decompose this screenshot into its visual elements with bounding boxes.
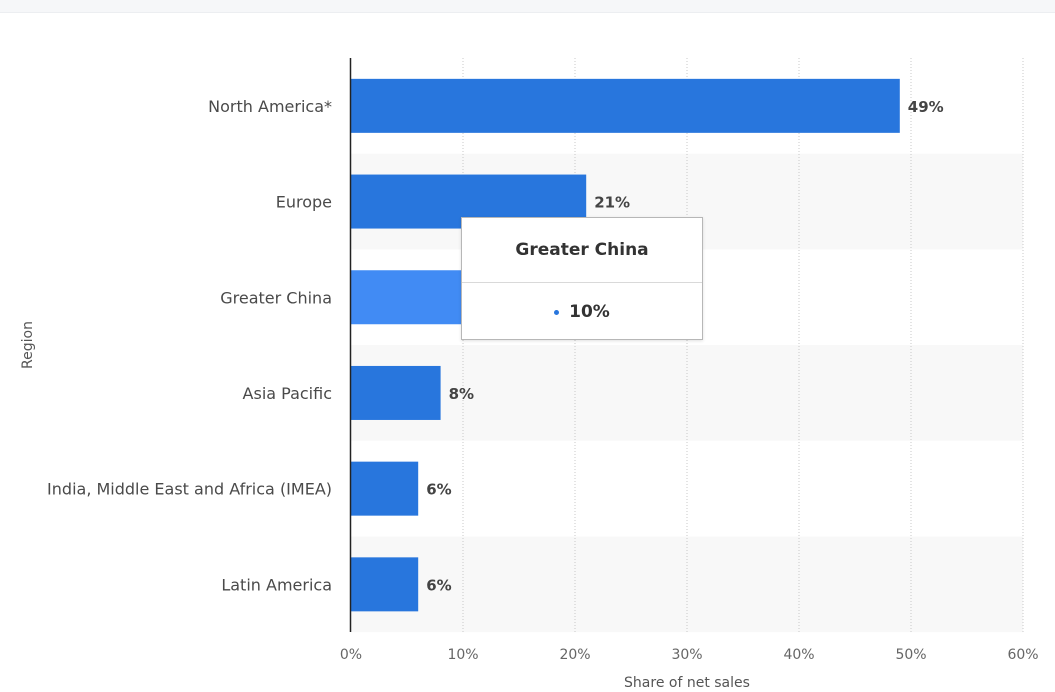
bar[interactable] (351, 270, 463, 325)
tooltip-title: Greater China (462, 218, 702, 283)
tooltip-value-row: 10% (462, 283, 702, 341)
x-tick-label: 30% (671, 647, 702, 663)
series-dot-icon (554, 309, 560, 315)
category-label: India, Middle East and Africa (IMEA) (47, 480, 332, 499)
category-label: North America* (208, 97, 332, 116)
bar[interactable] (351, 78, 900, 133)
category-label: Greater China (220, 288, 332, 307)
tooltip: Greater China 10% (461, 217, 703, 340)
x-tick-label: 0% (340, 647, 362, 663)
top-bar (0, 0, 1055, 13)
x-axis-title: Share of net sales (624, 675, 750, 691)
tooltip-value: 10% (569, 302, 610, 322)
category-labels: North America* Europe Greater China Asia Pa… (47, 97, 332, 594)
x-tick-labels: 0% 10% 20% 30% 40% 50% 60% (340, 647, 1039, 663)
x-tick-label: 50% (895, 647, 926, 663)
category-label: Europe (276, 193, 332, 212)
value-label: 49% (908, 98, 944, 116)
y-axis-title: Region (20, 321, 36, 369)
bar[interactable] (351, 461, 419, 516)
bar[interactable] (351, 365, 441, 420)
value-label: 6% (426, 481, 451, 499)
x-tick-label: 60% (1007, 647, 1038, 663)
value-label: 8% (449, 385, 474, 403)
category-label: Asia Pacific (243, 384, 332, 403)
category-label: Latin America (221, 575, 332, 594)
bars (351, 78, 900, 612)
value-label: 6% (426, 576, 451, 594)
value-label: 21% (594, 194, 630, 212)
x-tick-label: 20% (559, 647, 590, 663)
x-tick-label: 10% (447, 647, 478, 663)
x-tick-label: 40% (783, 647, 814, 663)
bar[interactable] (351, 557, 419, 612)
